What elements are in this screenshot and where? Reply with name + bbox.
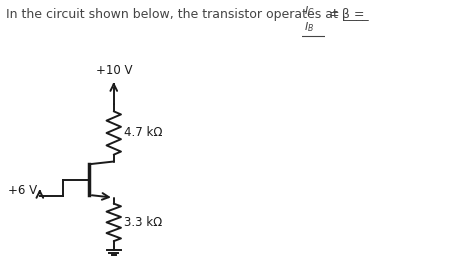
Text: $I_C$: $I_C$	[304, 4, 315, 18]
Text: = ____: = ____	[329, 8, 369, 21]
Text: +6 V: +6 V	[8, 184, 37, 197]
Text: 4.7 kΩ: 4.7 kΩ	[124, 126, 163, 140]
Text: +10 V: +10 V	[95, 64, 132, 77]
Text: $I_B$: $I_B$	[304, 21, 314, 34]
Text: 3.3 kΩ: 3.3 kΩ	[124, 216, 163, 229]
Text: In the circuit shown below, the transistor operates at β =: In the circuit shown below, the transist…	[6, 8, 369, 21]
